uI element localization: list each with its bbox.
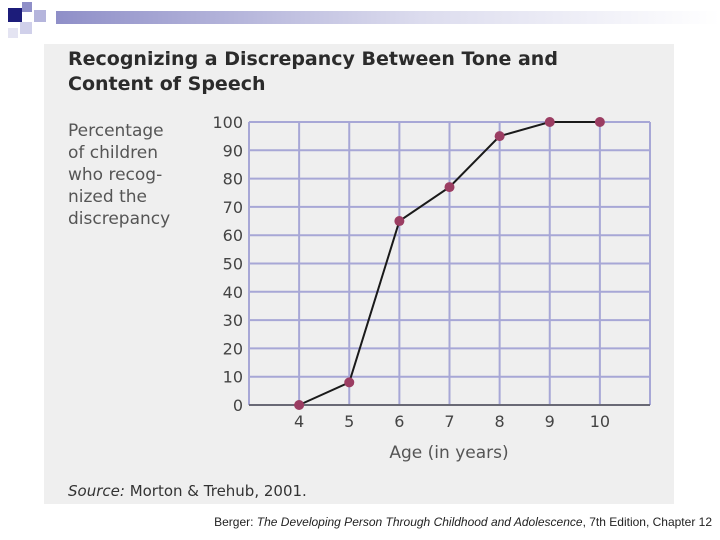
data-point (394, 216, 405, 227)
data-point (544, 117, 555, 127)
corner-square-3 (34, 10, 46, 22)
slide-footer: Berger: The Developing Person Through Ch… (214, 515, 712, 529)
y-tick-label: 80 (223, 170, 243, 189)
footer-prefix: Berger: (214, 515, 257, 529)
data-point (444, 182, 455, 193)
corner-square-4 (20, 22, 32, 34)
x-tick-label: 5 (344, 412, 354, 431)
chart-title: Recognizing a Discrepancy Between Tone a… (68, 48, 558, 95)
y-tick-label: 100 (212, 113, 243, 132)
source-text: Morton & Trehub, 2001. (129, 482, 307, 500)
footer-book-title: The Developing Person Through Childhood … (256, 515, 583, 529)
chart-panel (44, 44, 674, 504)
y-tick-label: 90 (223, 141, 243, 160)
corner-square-2 (22, 2, 32, 12)
x-tick-label: 8 (495, 412, 505, 431)
corner-square-1 (8, 8, 22, 22)
data-point (494, 131, 505, 142)
y-tick-label: 30 (223, 311, 243, 330)
tick-labels: 0 10 20 30 40 50 60 70 80 90 100 4 5 6 7 8 9 10 (212, 113, 610, 431)
x-tick-label: 9 (545, 412, 555, 431)
data-series (294, 117, 605, 410)
footer-suffix: , 7th Edition, Chapter 12 (582, 515, 712, 529)
y-tick-label: 60 (223, 226, 243, 245)
corner-square-5 (8, 28, 18, 38)
data-point (594, 117, 605, 127)
data-point (344, 377, 355, 388)
y-tick-label: 50 (223, 255, 243, 274)
y-tick-label: 10 (223, 368, 243, 387)
x-tick-label: 4 (294, 412, 304, 431)
x-axis-label: Age (in years) (389, 443, 508, 463)
y-tick-label: 20 (223, 339, 243, 358)
x-tick-label: 6 (394, 412, 404, 431)
x-tick-label: 10 (590, 412, 610, 431)
y-tick-label: 40 (223, 283, 243, 302)
header-gradient-bar (56, 11, 720, 24)
source-label: Source: (68, 482, 125, 500)
source-note: Source: Morton & Trehub, 2001. (68, 482, 307, 500)
y-axis-label: Percentage of children who recog- nized … (68, 121, 171, 229)
y-tick-label: 70 (223, 198, 243, 217)
data-point (294, 400, 305, 410)
x-tick-label: 7 (444, 412, 454, 431)
y-tick-label: 0 (233, 396, 243, 415)
gridlines (248, 121, 651, 406)
